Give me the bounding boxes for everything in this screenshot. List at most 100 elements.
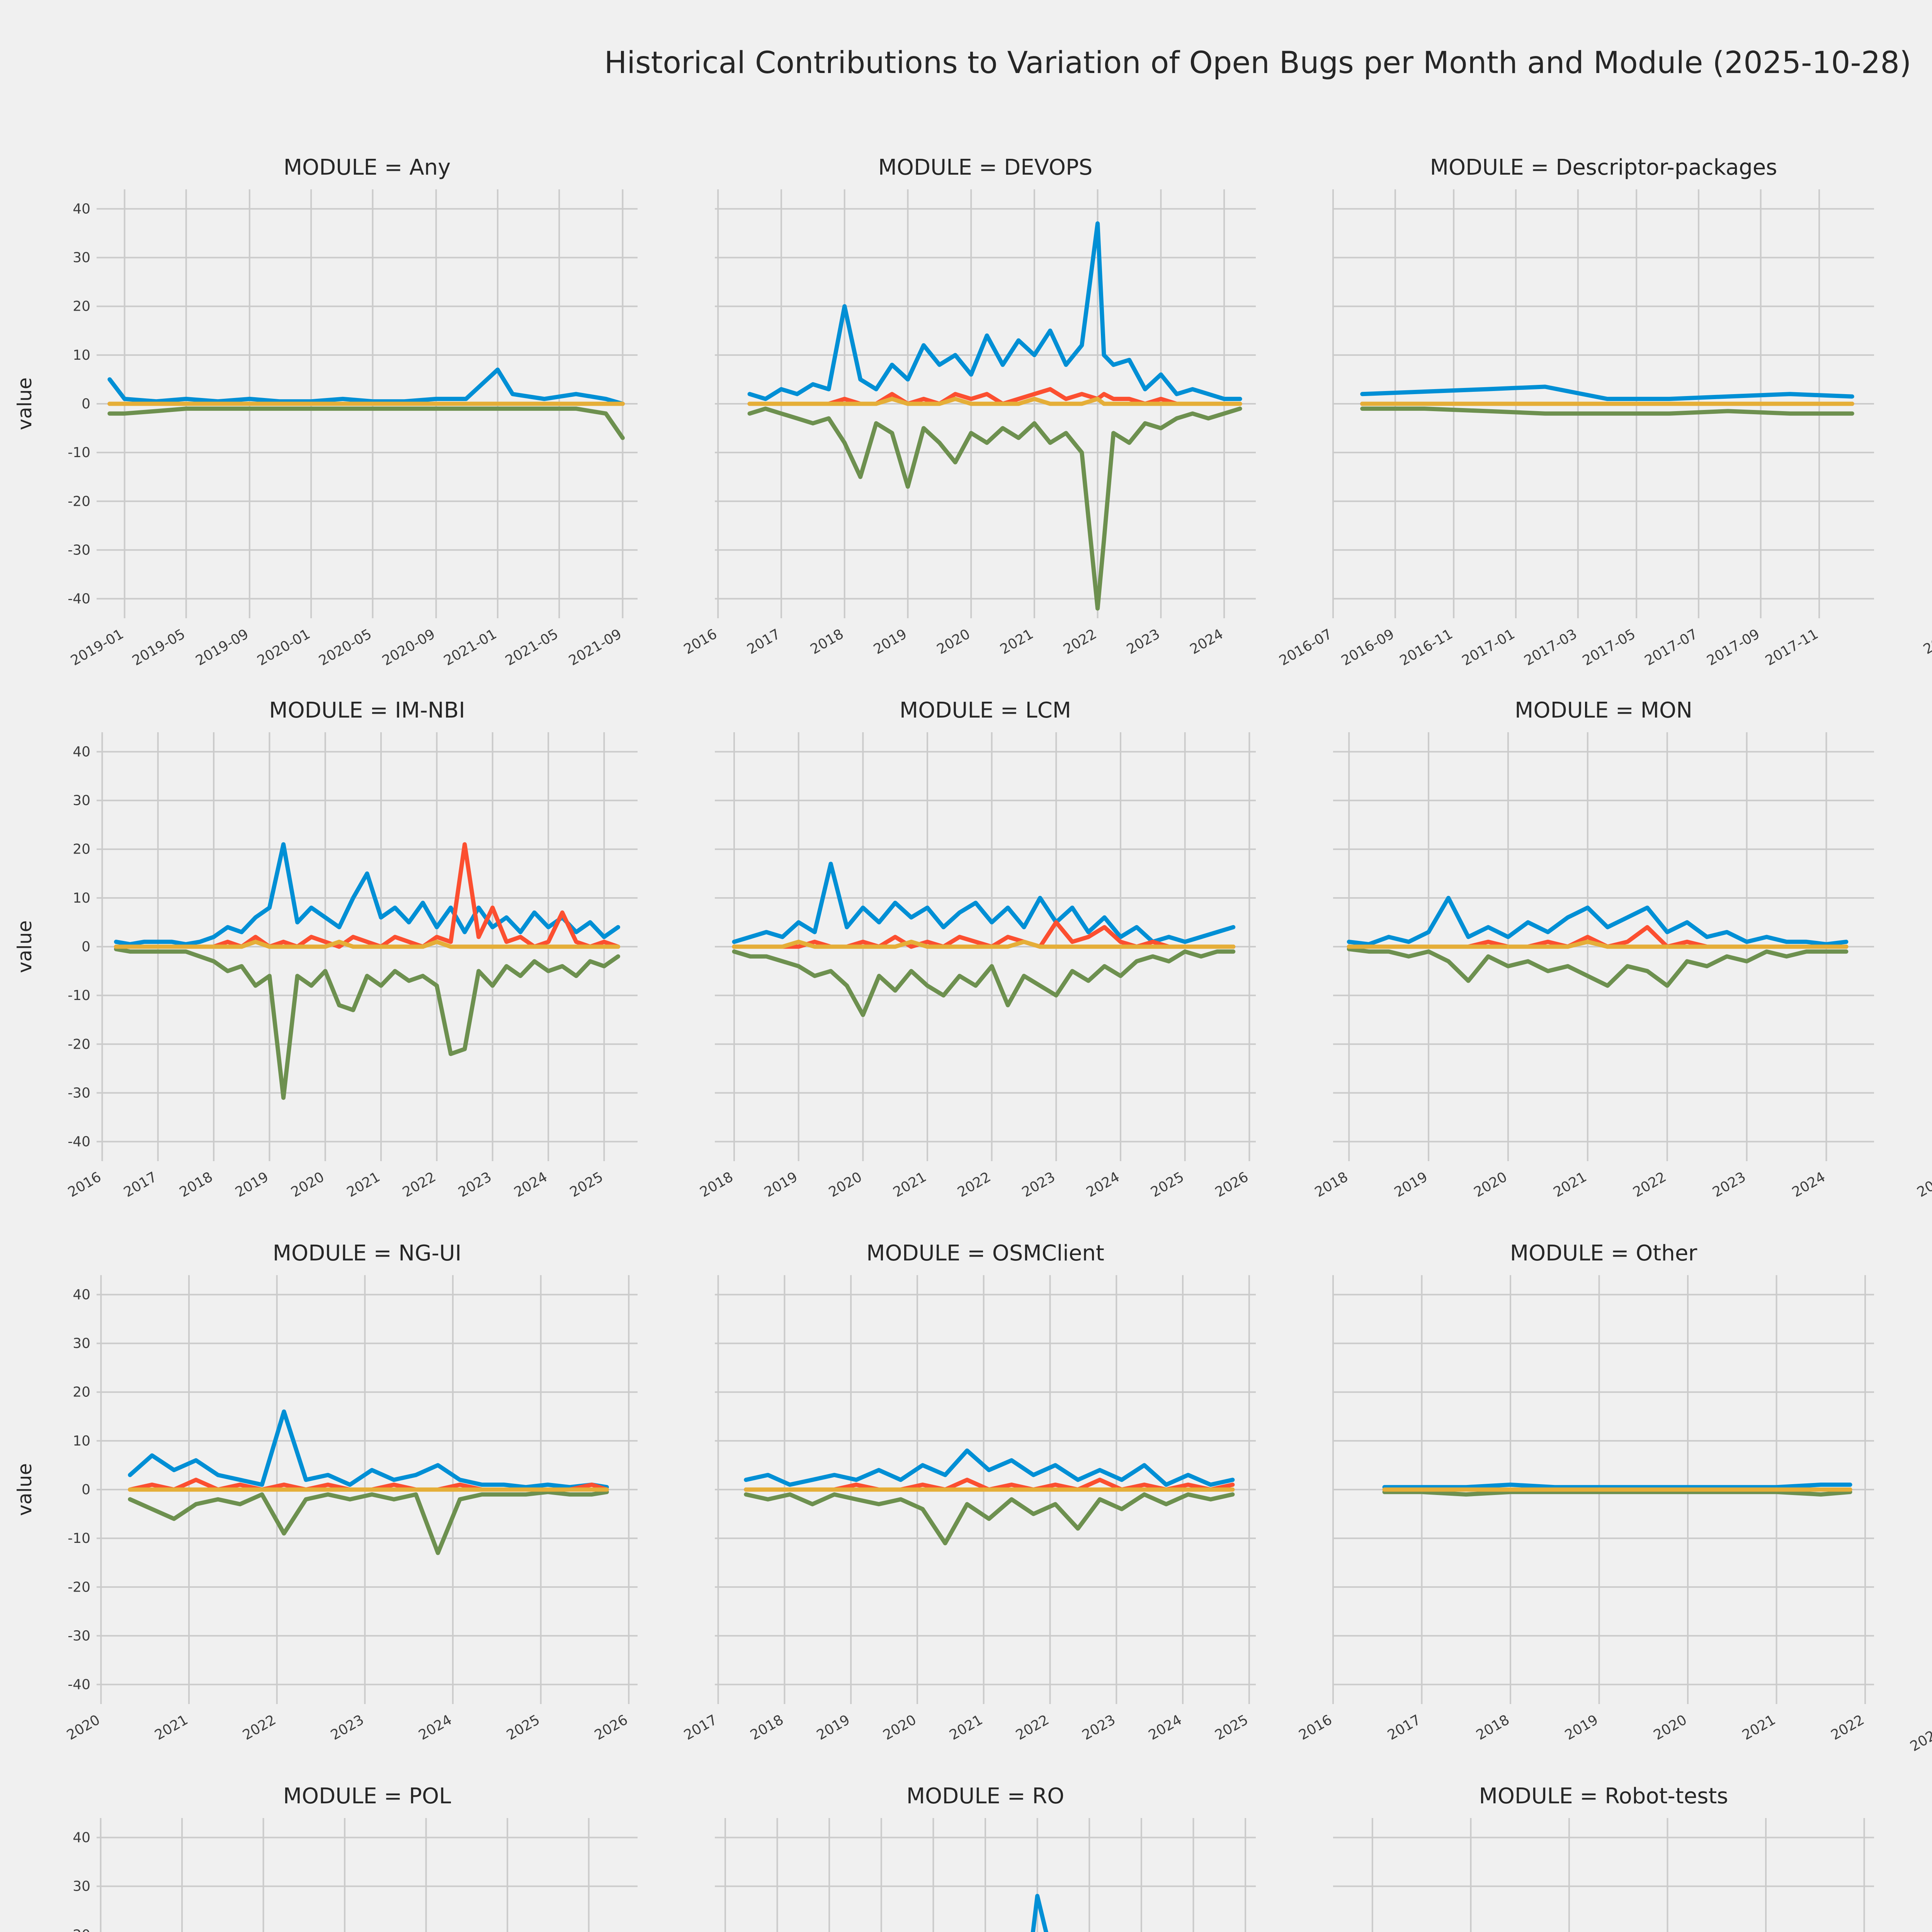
y-tick-label: -10 [68,988,90,1003]
facet-title: MODULE = RO [906,1784,1065,1809]
x-tick-label: 2024 [1084,1169,1122,1200]
plot-area [97,1818,638,1932]
y-tick-label: -30 [68,1628,90,1644]
x-tick-label: 2016 [1921,626,1932,657]
x-tick-label: 2016 [681,626,720,657]
x-tick-label: 2022 [955,1169,993,1200]
y-tick-label: 20 [73,842,90,857]
x-tick-label: 2020 [934,626,973,657]
x-tick-label: 2016-11 [1397,626,1456,669]
y-tick-label: -20 [68,1036,90,1052]
x-tick-label: 2017 [121,1169,160,1200]
y-tick-label: -40 [68,1677,90,1693]
y-tick-label: 20 [73,1384,90,1400]
facet-ro: 2016201720182019202020212022202320242025… [715,1784,1256,1932]
facet-im-nbi: 2016 2017 2018 2019 2020 2021 2022 2023 2024 2025… [65,698,638,1201]
facet-title: MODULE = Any [284,155,451,180]
x-tick-label: 2023 [1710,1169,1748,1200]
x-tick-label: 2022 [1061,626,1099,657]
x-tick-label: 2020-07 [1908,1712,1932,1755]
x-tick-label: 2021 [891,1169,929,1200]
x-tick-label: 2019 [814,1712,853,1743]
x-tick-label: 2018 [1474,1712,1512,1743]
series-opened-line [114,842,620,947]
series-opened-line [744,1448,1235,1487]
x-tick-label: 2019-09 [193,626,252,669]
x-tick-label: 2022 [240,1712,279,1743]
series-closed-line [128,1490,609,1555]
x-tick-label: 2019 [871,626,910,657]
y-tick-label: 40 [73,744,90,760]
series-false_closed-line [1347,939,1849,949]
x-tick-label: 2021 [998,626,1036,657]
facet-title: MODULE = POL [283,1784,451,1809]
y-tick-label: -40 [68,1134,90,1150]
y-tick-label: -30 [68,542,90,558]
y-tick-label: 40 [73,201,90,217]
facet-pla: 2020-072020-102021-012021-042021-072021-… [1908,1712,1932,1755]
facet-descriptor-packages: 2016-07 2016-09 2016-11 2017-01 2017-03 2017-… [1277,155,1874,669]
facet-title: MODULE = MON [1515,698,1692,723]
y-tick-label: -30 [68,1085,90,1101]
series-closed-line [114,947,620,1100]
x-tick-label: 2020-05 [316,626,374,669]
y-tick-label: 30 [73,250,90,266]
x-tick-label: 2018 [697,1169,736,1200]
y-tick-label: 30 [73,793,90,809]
facet-title: MODULE = DEVOPS [878,155,1093,180]
facet-mon: 2018 2019 2020 2021 2022 2023 2024 MODULE = MON [1312,698,1874,1201]
y-tick-label: 10 [73,347,90,363]
x-tick-label: 2017 [1385,1712,1423,1743]
series-closed-line [732,949,1236,1017]
series-closed-line [744,1492,1235,1546]
x-tick-label: 2018 [808,626,846,657]
series-false_closed-line [114,939,620,949]
x-tick-label: 2023 [1080,1712,1118,1743]
x-tick-label: 2023 [1124,626,1163,657]
facet-any: 2019-01 2019-05 2019-09 2020-01 2020-05 2020-… [68,155,638,669]
x-tick-label: 2018 [177,1169,216,1200]
x-tick-label: 2017 [745,626,783,657]
facet-title: MODULE = LCM [900,698,1071,723]
x-tick-label: 2021-01 [441,626,500,669]
x-tick-label: 2026 [1213,1169,1251,1200]
x-tick-label: 2025 [567,1169,606,1200]
x-tick-label: 2016 [1915,1169,1932,1200]
facet-title: MODULE = NG-UI [273,1241,462,1266]
x-tick-label: 2022 [400,1169,439,1200]
x-tick-label: 2021 [1551,1169,1589,1200]
x-tick-label: 2021 [947,1712,985,1743]
series-false_closed-line [732,939,1236,949]
y-tick-label: 20 [73,299,90,315]
x-tick-label: 2017-11 [1763,626,1821,669]
series-closed-line [1382,1490,1852,1497]
x-tick-label: 2024 [512,1169,550,1200]
x-tick-label: 2019 [233,1169,271,1200]
y-tick-label: -10 [68,1531,90,1546]
x-tick-label: 2025 [1212,1712,1251,1743]
x-tick-label: 2024 [1187,626,1226,657]
facet-title: MODULE = OSMClient [866,1241,1104,1266]
series-false_closed-line [747,396,1242,406]
y-axis-label: value [14,377,36,430]
facet-title: MODULE = IM-NBI [269,698,465,723]
facet-lcm: 2018 2019 2020 2021 2022 2023 2024 2025 2026 MODU… [697,698,1256,1201]
x-tick-label: 2023 [456,1169,494,1200]
x-tick-label: 2017 [681,1712,720,1743]
y-tick-label: 0 [82,939,90,955]
series-opened-line [1360,384,1854,401]
series-opened-line [1382,1482,1852,1490]
y-tick-label: 20 [73,1927,90,1932]
x-tick-label: 2024 [1789,1169,1828,1200]
x-tick-label: 2017-05 [1580,626,1638,669]
x-tick-label: 2017-01 [1459,626,1518,669]
x-tick-label: 2025 [1148,1169,1187,1200]
x-tick-label: 2020 [826,1169,865,1200]
facet-title: MODULE = Other [1510,1241,1698,1266]
series-reopened-line [732,920,1236,949]
x-tick-label: 2018 [748,1712,786,1743]
y-tick-label: 0 [82,1482,90,1498]
